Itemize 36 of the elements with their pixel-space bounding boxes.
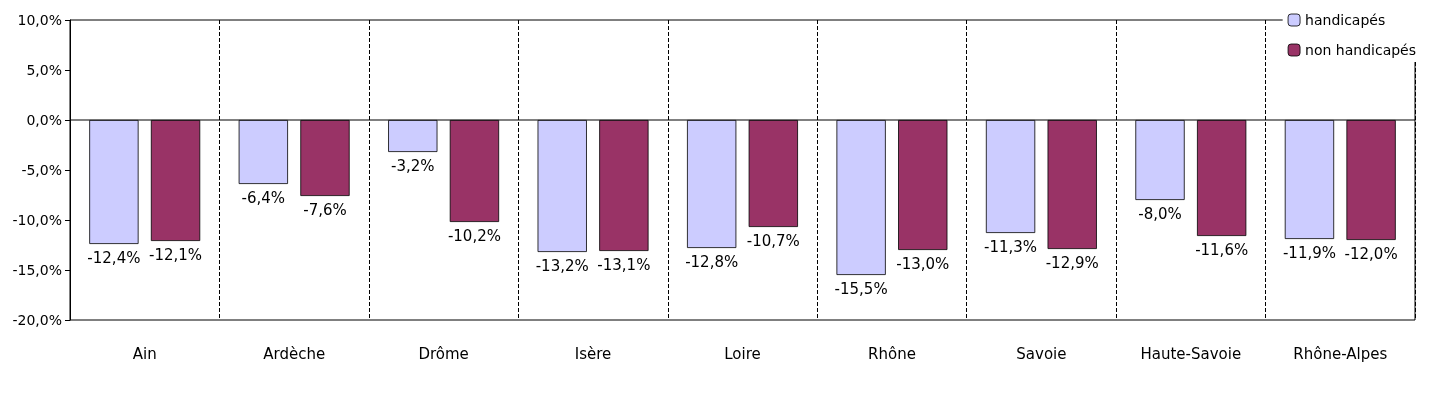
data-label: -12,1% xyxy=(149,245,203,264)
data-label: -12,8% xyxy=(685,252,739,271)
y-tick-label: -10,0% xyxy=(12,212,62,228)
x-tick-label: Drôme xyxy=(418,344,469,363)
data-label: -10,7% xyxy=(746,231,800,250)
data-label: -6,4% xyxy=(241,188,286,207)
data-label: -3,2% xyxy=(391,156,435,175)
x-tick-label: Loire xyxy=(724,344,761,363)
data-label: -7,6% xyxy=(303,200,347,219)
data-label: -13,1% xyxy=(597,255,651,274)
y-tick-label: 0,0% xyxy=(26,112,62,128)
data-label: -11,6% xyxy=(1195,240,1249,259)
x-tick-label: Ardèche xyxy=(263,344,326,363)
y-tick-label: -15,0% xyxy=(12,262,62,278)
y-tick-label: 5,0% xyxy=(26,62,62,78)
data-label: -13,2% xyxy=(535,256,589,275)
data-label: -12,0% xyxy=(1344,244,1398,263)
x-tick-label: Rhône-Alpes xyxy=(1293,344,1388,363)
x-tick-label: Savoie xyxy=(1016,344,1067,363)
legend-label: non handicapés xyxy=(1305,42,1416,58)
y-tick-label: 10,0% xyxy=(17,12,62,28)
data-label: -11,9% xyxy=(1282,243,1336,262)
y-tick-label: -5,0% xyxy=(21,162,62,178)
x-tick-label: Ain xyxy=(132,344,157,363)
y-tick-label: -20,0% xyxy=(12,312,62,328)
x-tick-label: Isère xyxy=(574,344,612,363)
data-label: -12,4% xyxy=(87,248,141,267)
data-label: -13,0% xyxy=(896,254,950,273)
data-label: -11,3% xyxy=(984,237,1038,256)
data-label: -10,2% xyxy=(447,226,501,245)
data-label: -15,5% xyxy=(834,279,888,298)
data-label: -8,0% xyxy=(1138,204,1182,223)
x-tick-label: Haute-Savoie xyxy=(1140,344,1242,363)
legend-label: handicapés xyxy=(1305,12,1386,28)
data-label: -12,9% xyxy=(1045,253,1099,272)
x-tick-label: Rhône xyxy=(868,344,916,363)
